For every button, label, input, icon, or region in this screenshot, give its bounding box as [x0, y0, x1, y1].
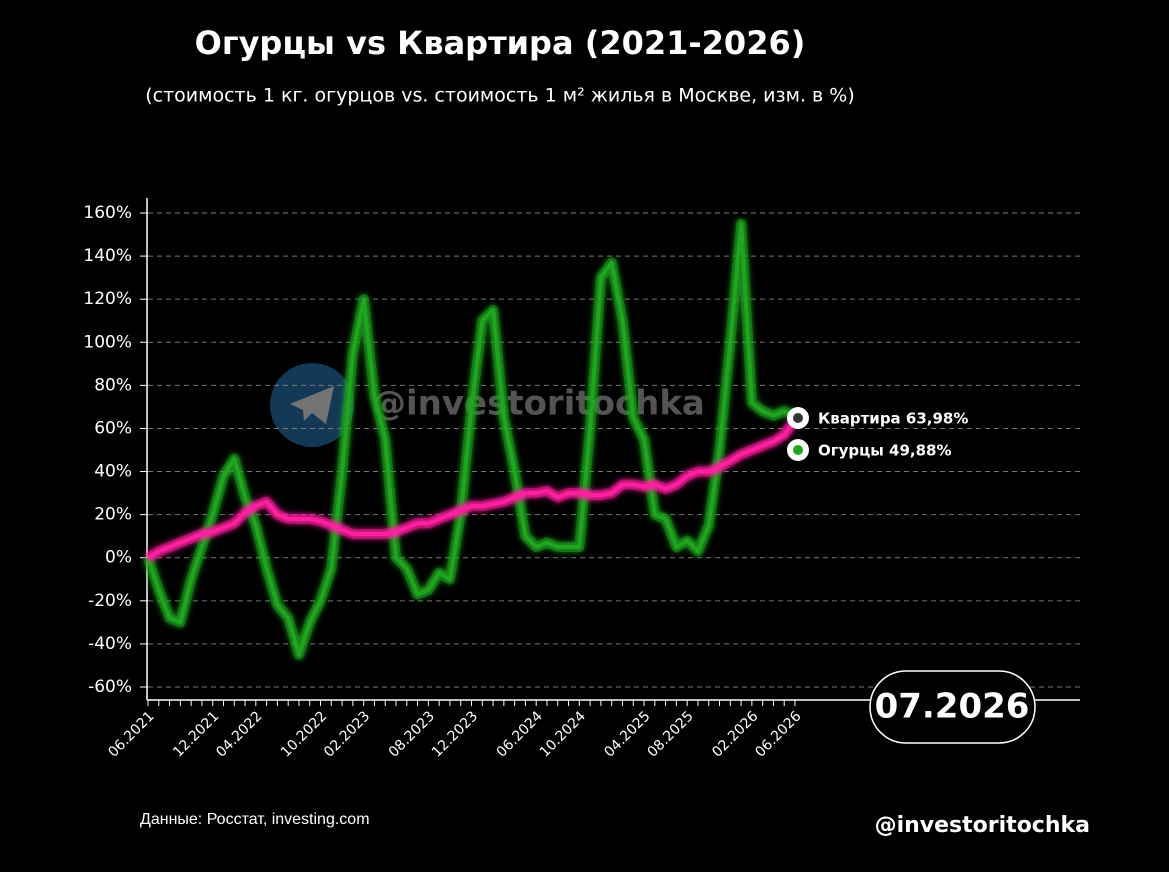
y-tick-label: 60%	[94, 418, 132, 438]
y-tick-label: -20%	[88, 591, 132, 611]
y-tick-label: 0%	[105, 548, 132, 568]
end-marker-dot	[793, 445, 803, 455]
date-badge-box	[869, 670, 1036, 744]
y-tick-label: -60%	[88, 677, 132, 697]
y-tick-label: 80%	[94, 375, 132, 395]
annotation: Квартира 63,98%	[818, 410, 968, 428]
telegram-plane	[290, 386, 334, 424]
y-tick-label: 120%	[83, 289, 132, 309]
series-line	[146, 221, 796, 657]
watermark: @investoritochka	[372, 384, 705, 424]
source: Данные: Росстат, investing.com	[140, 811, 370, 828]
chart-title: Огурцы vs Квартира (2021-2026)	[195, 24, 806, 62]
y-tick-label: 160%	[83, 203, 132, 223]
end-marker-dot	[793, 413, 803, 423]
series-line	[146, 418, 797, 560]
y-tick-label: 100%	[83, 332, 132, 352]
y-tick-label: 140%	[83, 246, 132, 266]
handle: @investoritochka	[875, 813, 1090, 838]
watermark-group: @investoritochka	[270, 363, 705, 447]
chart-subtitle: (стоимость 1 кг. огурцов vs. стоимость 1…	[145, 85, 855, 107]
y-tick-label: 40%	[94, 462, 132, 482]
telegram-icon	[270, 363, 354, 447]
date-badge: 07.2026	[875, 687, 1030, 727]
annotation: Огурцы 49,88%	[818, 442, 951, 460]
y-tick-label: -40%	[88, 634, 132, 654]
y-tick-label: 20%	[94, 505, 132, 525]
